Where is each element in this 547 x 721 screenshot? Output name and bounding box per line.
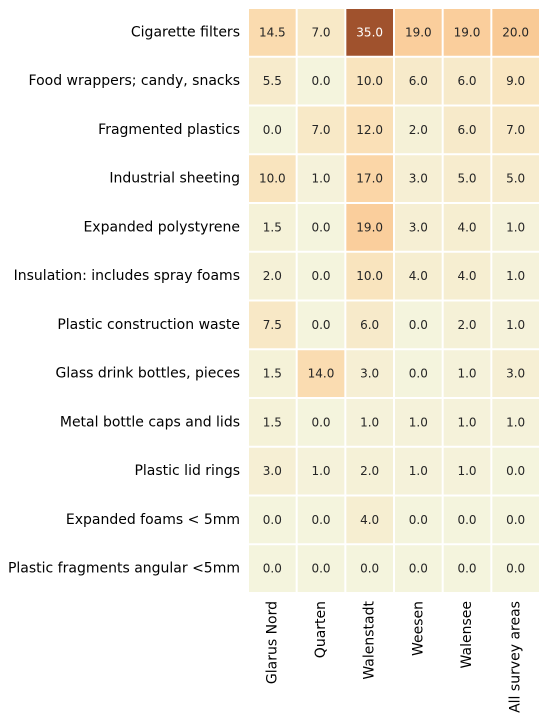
cell-value-label: 5.0 (506, 172, 525, 186)
cell-value-label: 0.0 (409, 318, 428, 332)
cell-value-label: 2.0 (409, 123, 428, 137)
row-label-glass-drink-bottles-pieces: Glass drink bottles, pieces (56, 366, 240, 382)
column-labels: Glarus Nord Quarten Walenstadt Weesen Walens… (264, 600, 523, 712)
cell-value-label: 0.0 (311, 269, 330, 283)
heatmap-cells: 14.5 7.0 35.0 19.0 19.0 20.0 5.5 0.0 10.0 6.0 6.0 9… (249, 9, 539, 592)
cell-value-label: 0.0 (409, 513, 428, 527)
column-label-weesen: Weesen (410, 601, 426, 656)
cell-value-label: 0.0 (263, 123, 282, 137)
cell-value-label: 10.0 (259, 172, 286, 186)
cell-value-label: 5.0 (457, 172, 476, 186)
cell-value-label: 0.0 (311, 74, 330, 88)
cell-value-label: 1.0 (506, 269, 525, 283)
column-label-all-survey-areas: All survey areas (508, 601, 524, 713)
cell-value-label: 3.0 (506, 367, 525, 381)
column-label-glarus-nord: Glarus Nord (264, 601, 280, 684)
row-label-food-wrappers-candy-snacks: Food wrappers; candy, snacks (29, 73, 240, 89)
cell-value-label: 2.0 (263, 269, 282, 283)
row-label-industrial-sheeting: Industrial sheeting (109, 171, 240, 187)
cell-value-label: 7.0 (311, 123, 330, 137)
cell-value-label: 1.5 (263, 367, 282, 381)
row-label-plastic-lid-rings: Plastic lid rings (134, 463, 240, 479)
column-label-walensee: Walensee (459, 601, 475, 668)
cell-value-label: 4.0 (409, 269, 428, 283)
cell-value-label: 0.0 (311, 318, 330, 332)
cell-value-label: 1.0 (360, 415, 379, 429)
row-label-metal-bottle-caps-and-lids: Metal bottle caps and lids (60, 414, 240, 430)
cell-value-label: 0.0 (311, 415, 330, 429)
cell-value-label: 4.0 (457, 220, 476, 234)
cell-value-label: 3.0 (360, 367, 379, 381)
row-label-fragmented-plastics: Fragmented plastics (98, 122, 240, 138)
cell-value-label: 5.5 (263, 74, 282, 88)
cell-value-label: 1.0 (506, 220, 525, 234)
cell-value-label: 10.0 (356, 74, 383, 88)
cell-value-label: 20.0 (502, 25, 529, 39)
cell-value-label: 10.0 (356, 269, 383, 283)
cell-value-label: 19.0 (405, 25, 432, 39)
cell-value-label: 0.0 (311, 513, 330, 527)
cell-value-label: 3.0 (409, 172, 428, 186)
row-label-expanded-polystyrene: Expanded polystyrene (83, 219, 240, 235)
cell-value-label: 1.0 (409, 415, 428, 429)
row-label-plastic-fragments-angular-5mm: Plastic fragments angular <5mm (8, 561, 240, 577)
row-labels: Cigarette filters Food wrappers; candy, s… (8, 24, 240, 576)
cell-value-label: 0.0 (311, 220, 330, 234)
column-label-walenstadt: Walenstadt (362, 600, 378, 679)
cell-value-label: 0.0 (457, 513, 476, 527)
cell-value-label: 0.0 (263, 513, 282, 527)
cell-value-label: 3.0 (263, 464, 282, 478)
cell-value-label: 19.0 (454, 25, 481, 39)
cell-value-label: 1.0 (506, 415, 525, 429)
row-label-expanded-foams-5mm: Expanded foams < 5mm (66, 512, 240, 528)
cell-value-label: 6.0 (360, 318, 379, 332)
cell-value-label: 3.0 (409, 220, 428, 234)
cell-value-label: 1.0 (457, 367, 476, 381)
cell-value-label: 6.0 (409, 74, 428, 88)
cell-value-label: 0.0 (360, 562, 379, 576)
cell-value-label: 14.0 (308, 367, 335, 381)
cell-value-label: 0.0 (457, 562, 476, 576)
cell-value-label: 0.0 (311, 562, 330, 576)
column-label-quarten: Quarten (313, 601, 329, 658)
cell-value-label: 7.0 (506, 123, 525, 137)
cell-value-label: 0.0 (409, 562, 428, 576)
cell-value-label: 7.5 (263, 318, 282, 332)
cell-value-label: 6.0 (457, 74, 476, 88)
cell-value-label: 1.0 (311, 464, 330, 478)
cell-value-label: 14.5 (259, 25, 286, 39)
cell-value-label: 1.0 (409, 464, 428, 478)
cell-value-label: 4.0 (360, 513, 379, 527)
cell-value-label: 0.0 (506, 562, 525, 576)
cell-value-label: 6.0 (457, 123, 476, 137)
cell-value-label: 9.0 (506, 74, 525, 88)
cell-value-label: 35.0 (356, 25, 383, 39)
cell-value-label: 0.0 (263, 562, 282, 576)
cell-value-label: 4.0 (457, 269, 476, 283)
cell-value-label: 2.0 (360, 464, 379, 478)
row-label-cigarette-filters: Cigarette filters (131, 24, 240, 40)
cell-value-label: 1.5 (263, 220, 282, 234)
row-label-plastic-construction-waste: Plastic construction waste (57, 317, 240, 333)
cell-value-label: 1.0 (457, 464, 476, 478)
cell-value-label: 1.0 (506, 318, 525, 332)
cell-value-label: 1.5 (263, 415, 282, 429)
cell-value-label: 0.0 (506, 513, 525, 527)
cell-value-label: 17.0 (356, 172, 383, 186)
cell-value-label: 7.0 (311, 25, 330, 39)
row-label-insulation-includes-spray-foams: Insulation: includes spray foams (14, 268, 240, 284)
cell-value-label: 2.0 (457, 318, 476, 332)
cell-value-label: 0.0 (506, 464, 525, 478)
cell-value-label: 1.0 (457, 415, 476, 429)
cell-value-label: 1.0 (311, 172, 330, 186)
cell-value-label: 19.0 (356, 220, 383, 234)
cell-value-label: 12.0 (356, 123, 383, 137)
cell-value-label: 0.0 (409, 367, 428, 381)
